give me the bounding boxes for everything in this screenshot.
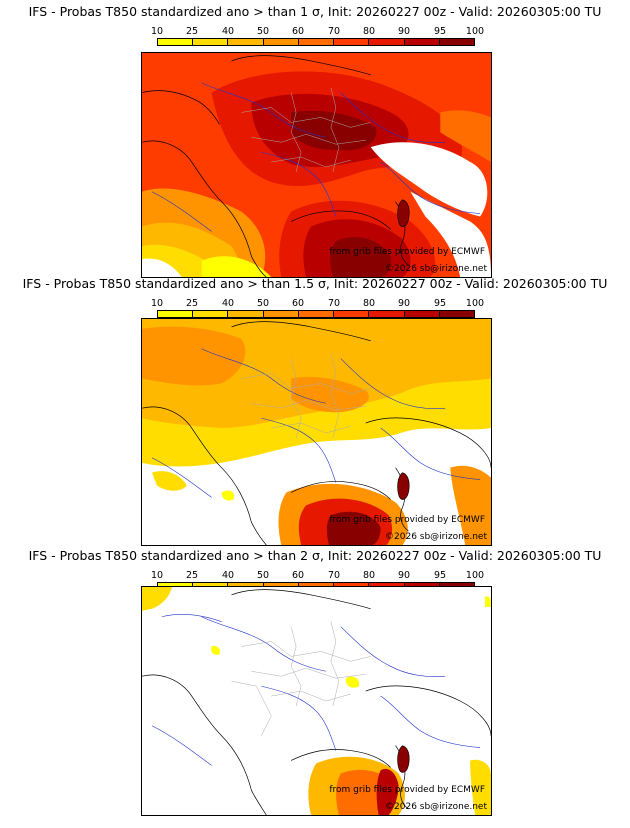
panel-title: IFS - Probas T850 standardized ano > tha… [28,548,602,563]
credit-text: from grib files provided by ECMWF [329,247,485,257]
map-canvas [142,319,491,545]
legend-swatch [228,39,264,45]
legend-tick: 70 [327,26,341,37]
legend-swatch [298,39,335,45]
credit-text: from grib files provided by ECMWF [329,515,485,525]
legend-swatch [404,39,440,45]
legend-tick: 25 [185,298,199,309]
legend-tick: 100 [465,298,485,309]
legend-swatch [369,311,405,317]
legend-tick: 40 [221,570,235,581]
legend-tick: 80 [362,298,376,309]
credit-text: from grib files provided by ECMWF [329,785,485,795]
legend-tick: 70 [327,298,341,309]
legend-swatch [439,311,474,317]
copyright-text: ©2026 sb@irizone.net [385,802,487,812]
probability-map: from grib files provided by ECMWF ©2026 … [141,318,492,546]
map-canvas [142,53,491,277]
legend-swatch [298,311,335,317]
legend-swatch [334,311,370,317]
color-legend: 10 25 40 50 60 70 80 90 95 100 [151,570,484,590]
legend-swatch [369,39,405,45]
legend-swatch [334,39,370,45]
legend-tick: 25 [185,26,199,37]
panel-title: IFS - Probas T850 standardized ano > tha… [22,276,608,291]
legend-tick: 95 [433,26,447,37]
probability-map: from grib files provided by ECMWF ©2026 … [141,52,492,278]
legend-color-bar [157,38,475,46]
legend-tick: 10 [150,570,164,581]
legend-swatch [263,311,299,317]
legend-tick: 100 [465,26,485,37]
map-panel-1: IFS - Probas T850 standardized ano > tha… [0,4,630,280]
copyright-text: ©2026 sb@irizone.net [385,532,487,542]
color-legend: 10 25 40 50 60 70 80 90 95 100 [151,26,484,46]
legend-tick: 90 [397,298,411,309]
legend-swatch [193,311,229,317]
legend-tick: 90 [397,570,411,581]
legend-tick: 60 [291,26,305,37]
legend-tick: 40 [221,298,235,309]
legend-tick: 70 [327,570,341,581]
legend-tick: 100 [465,570,485,581]
legend-tick: 95 [433,298,447,309]
legend-tick: 80 [362,570,376,581]
copyright-text: ©2026 sb@irizone.net [385,264,487,274]
map-panel-2: IFS - Probas T850 standardized ano > tha… [0,276,630,552]
legend-tick: 25 [185,570,199,581]
map-panel-3: IFS - Probas T850 standardized ano > tha… [0,548,630,824]
legend-swatch [158,39,194,45]
probability-map: from grib files provided by ECMWF ©2026 … [141,586,492,816]
legend-tick: 50 [256,298,270,309]
map-canvas [142,587,491,815]
legend-tick: 40 [221,26,235,37]
legend-tick: 95 [433,570,447,581]
legend-swatch [193,39,229,45]
legend-tick: 60 [291,570,305,581]
legend-color-bar [157,310,475,318]
legend-tick: 90 [397,26,411,37]
legend-swatch [263,39,299,45]
legend-tick: 10 [150,26,164,37]
legend-tick: 80 [362,26,376,37]
color-legend: 10 25 40 50 60 70 80 90 95 100 [151,298,484,318]
legend-swatch [439,39,474,45]
legend-swatch [158,311,194,317]
panel-title: IFS - Probas T850 standardized ano > tha… [28,4,602,19]
legend-swatch [228,311,264,317]
legend-swatch [404,311,440,317]
legend-tick: 50 [256,570,270,581]
legend-tick: 60 [291,298,305,309]
legend-tick: 50 [256,26,270,37]
legend-tick: 10 [150,298,164,309]
